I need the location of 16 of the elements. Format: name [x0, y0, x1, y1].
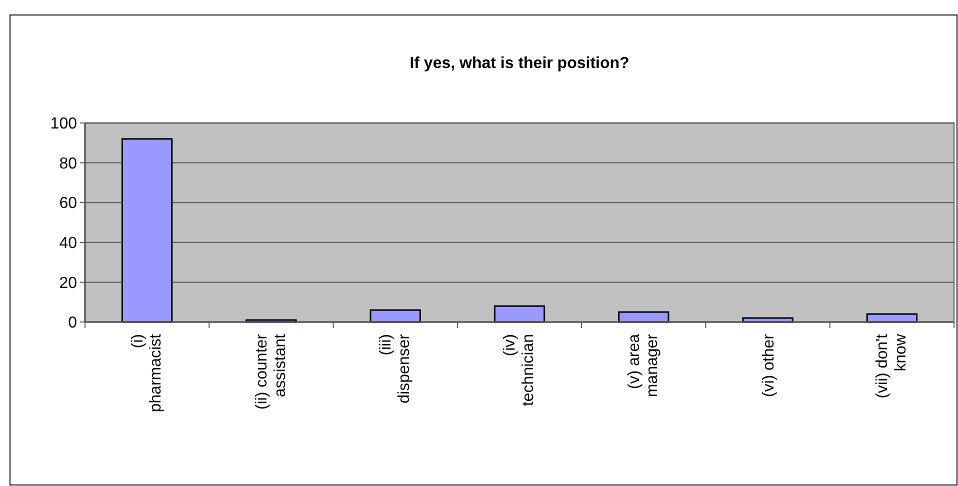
bar: [121, 138, 173, 323]
x-tick-label: (ii) counter assistant: [253, 333, 289, 410]
y-tick-label: 40: [59, 235, 78, 252]
x-tick-label: (i) pharmacist: [129, 333, 165, 412]
x-tick-label: (v) area manager: [626, 333, 662, 398]
y-tick-label: 0: [68, 314, 78, 332]
x-tick-label: (vii) don't know: [874, 333, 910, 398]
y-tick-label: 100: [50, 116, 78, 133]
x-tick-label: (vi) other: [760, 333, 778, 398]
x-tick-label: (iii) dispenser: [378, 333, 413, 404]
chart-title: If yes, what is their position?: [410, 55, 630, 72]
y-tick-label: 60: [59, 195, 78, 212]
y-tick-label: 80: [59, 155, 78, 172]
bar: [494, 305, 546, 323]
x-tick-label: (iv) technician: [502, 334, 538, 406]
y-tick-label: 20: [59, 274, 78, 292]
